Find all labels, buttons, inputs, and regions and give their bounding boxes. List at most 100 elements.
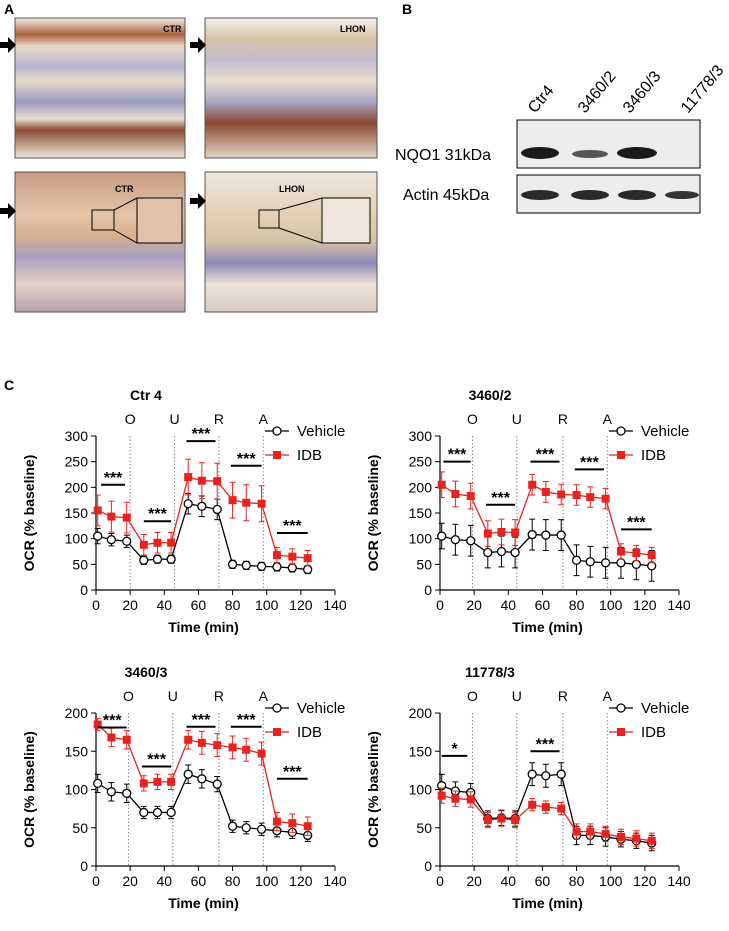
image-label: LHON xyxy=(279,184,305,194)
x-tick-label: 100 xyxy=(599,873,623,889)
significance-label: *** xyxy=(283,764,302,781)
y-tick-label: 50 xyxy=(72,556,88,572)
data-point xyxy=(107,733,116,742)
data-point xyxy=(483,547,493,558)
image-label: CTR xyxy=(115,184,134,194)
y-tick-label: 200 xyxy=(65,479,89,495)
lane-label: 3460/2 xyxy=(575,68,620,116)
data-point xyxy=(184,735,193,744)
data-point xyxy=(197,774,207,784)
data-point xyxy=(616,558,626,568)
data-point xyxy=(257,499,266,508)
significance-label: *** xyxy=(147,752,166,769)
data-point xyxy=(288,552,297,561)
y-tick-label: 200 xyxy=(65,705,89,721)
y-tick-label: 250 xyxy=(65,454,89,470)
lane-label: 11778/3 xyxy=(678,62,728,116)
inset xyxy=(136,197,183,244)
x-tick-label: 20 xyxy=(466,873,482,889)
data-point xyxy=(557,804,566,813)
chart-title: 11778/3 xyxy=(465,664,515,680)
legend-label: IDB xyxy=(297,447,322,464)
data-point xyxy=(616,832,625,841)
arrow xyxy=(190,193,206,209)
data-point xyxy=(450,535,461,545)
legend-marker xyxy=(272,703,282,713)
inset-connector xyxy=(113,197,138,244)
arrow xyxy=(0,203,16,219)
data-point xyxy=(242,498,251,507)
chart-title: Ctr 4 xyxy=(130,387,162,403)
data-point xyxy=(466,795,475,804)
data-point xyxy=(166,807,176,818)
data-point xyxy=(601,829,610,838)
x-tick-label: 20 xyxy=(122,873,138,889)
band xyxy=(521,147,559,159)
data-point xyxy=(184,473,193,482)
significance-label: *** xyxy=(491,490,510,507)
arrow xyxy=(190,37,206,53)
data-point xyxy=(557,490,566,499)
zoom-box xyxy=(258,209,280,229)
lane-label: 3460/3 xyxy=(620,68,665,116)
data-point xyxy=(227,821,238,831)
data-point xyxy=(466,536,476,546)
x-tick-label: 120 xyxy=(289,597,313,613)
significance-label: *** xyxy=(192,712,211,729)
data-point xyxy=(227,559,238,569)
data-point xyxy=(166,554,176,564)
data-point xyxy=(228,496,237,505)
x-tick-label: 80 xyxy=(225,873,241,889)
significance-label: *** xyxy=(148,506,167,523)
data-point xyxy=(228,743,237,752)
chart-title: 3460/2 xyxy=(469,387,512,403)
data-point xyxy=(212,779,222,789)
x-tick-label: 80 xyxy=(569,597,585,613)
data-point xyxy=(632,549,641,558)
panel-label: C xyxy=(4,377,14,393)
y-tick-label: 200 xyxy=(409,479,433,495)
x-axis-label: Time (min) xyxy=(168,895,239,911)
data-point xyxy=(241,823,251,833)
data-point xyxy=(572,827,581,836)
row-label: Actin 45kDa xyxy=(403,187,489,204)
data-point xyxy=(541,803,550,812)
legend-marker xyxy=(273,728,281,736)
x-tick-label: 120 xyxy=(289,873,313,889)
data-point xyxy=(272,551,281,560)
data-point xyxy=(303,554,312,563)
lane-label: Ctr4 xyxy=(525,82,558,116)
data-point xyxy=(556,769,566,779)
data-point xyxy=(139,540,148,549)
x-axis-label: Time (min) xyxy=(512,619,583,635)
data-point xyxy=(571,555,582,565)
band xyxy=(572,150,608,158)
legend-marker xyxy=(616,426,626,436)
data-point xyxy=(153,777,162,786)
data-point xyxy=(242,745,251,754)
y-tick-label: 300 xyxy=(409,428,433,444)
data-point xyxy=(213,741,222,750)
y-tick-label: 0 xyxy=(80,858,88,874)
x-tick-label: 120 xyxy=(633,873,657,889)
x-tick-label: 0 xyxy=(436,597,444,613)
x-tick-label: 0 xyxy=(92,597,100,613)
data-point xyxy=(497,814,506,823)
y-axis-label: OCR (% baseline) xyxy=(365,731,381,848)
x-tick-label: 100 xyxy=(599,597,623,613)
band xyxy=(521,190,559,200)
y-tick-label: 100 xyxy=(409,782,433,798)
x-tick-label: 40 xyxy=(156,597,172,613)
legend-marker xyxy=(617,728,625,736)
data-point xyxy=(139,807,149,818)
data-point xyxy=(647,836,656,845)
y-tick-label: 300 xyxy=(65,428,89,444)
x-tick-label: 100 xyxy=(255,873,279,889)
phase-label: O xyxy=(125,411,136,427)
phase-label: R xyxy=(214,411,224,427)
data-point xyxy=(288,819,297,828)
x-tick-label: 60 xyxy=(191,873,207,889)
significance-label: *** xyxy=(283,518,302,535)
y-tick-label: 100 xyxy=(65,782,89,798)
